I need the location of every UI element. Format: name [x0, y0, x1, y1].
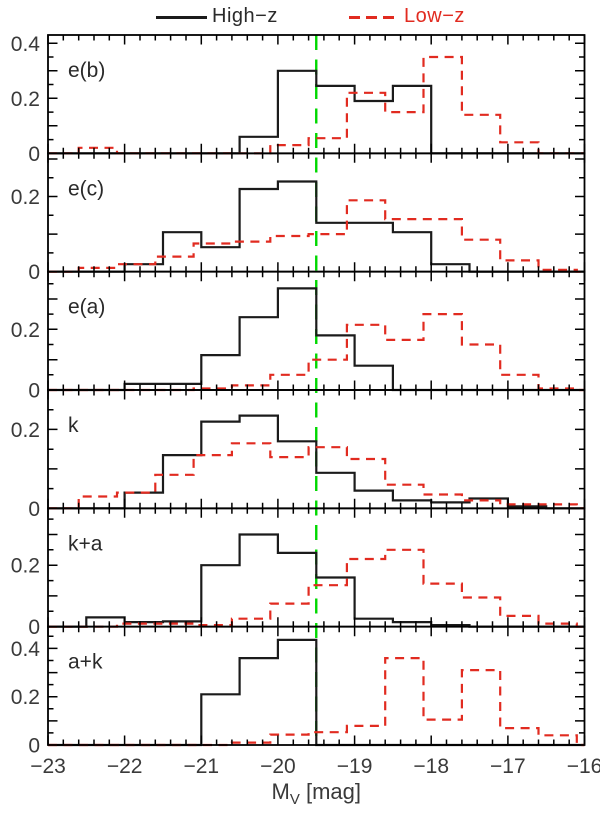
legend: High−z Low−z [0, 0, 600, 34]
x-tick-label: −19 [337, 755, 373, 778]
panel-ticks [47, 626, 586, 745]
y-tick-label: 0 [28, 261, 40, 284]
panel-label: k [68, 414, 79, 437]
panel-ticks [47, 271, 586, 390]
panel-label: e(b) [68, 59, 105, 82]
x-tick-label: −22 [107, 755, 143, 778]
y-tick-label: 0 [28, 380, 40, 403]
y-tick-label: 0 [28, 143, 40, 166]
y-tick-label: 0.2 [11, 555, 40, 578]
panel-ticks [47, 153, 586, 272]
low-z-histogram [48, 199, 585, 273]
y-tick-label: 0.2 [11, 88, 40, 111]
y-tick-label: 0.2 [11, 186, 40, 209]
low-z-histogram [48, 442, 585, 510]
y-tick-label: 0 [28, 498, 40, 521]
y-tick-label: 0 [28, 616, 40, 639]
y-tick-label: 0.2 [11, 319, 40, 342]
high-z-histogram [48, 287, 585, 392]
x-tick-label: −23 [30, 755, 66, 778]
y-tick-label: 0 [28, 735, 40, 758]
high-z-histogram [48, 414, 585, 510]
legend-label-high-z: High−z [212, 5, 278, 27]
low-z-histogram [48, 657, 585, 747]
y-tick-label: 0.4 [11, 33, 41, 56]
x-tick-label: −17 [490, 755, 526, 778]
low-z-histogram [48, 548, 585, 628]
high-z-histogram [48, 638, 585, 747]
panel-border [47, 625, 586, 746]
y-tick-label: 0.2 [11, 419, 40, 442]
x-tick-label: −18 [413, 755, 449, 778]
x-axis-title: MV [mag] [272, 779, 361, 808]
y-tick-label: 0.2 [11, 686, 40, 709]
panel-ticks [47, 390, 586, 509]
legend-label-low-z: Low−z [404, 5, 465, 27]
high-z-histogram [48, 180, 585, 273]
panel-label: a+k [68, 651, 103, 674]
high-z-histogram [48, 69, 585, 155]
low-z-histogram [48, 55, 585, 155]
high-z-line-sample [156, 16, 207, 19]
y-tick-label: 0.4 [11, 638, 41, 661]
low-z-line-sample [349, 16, 400, 19]
panel-ticks [47, 35, 586, 154]
panel-label: e(a) [68, 296, 105, 319]
x-tick-label: −21 [183, 755, 219, 778]
x-tick-label: −20 [260, 755, 296, 778]
x-tick-label: −16 [567, 755, 600, 778]
panel-label: k+a [68, 532, 103, 555]
panel-label: e(c) [68, 177, 104, 200]
panel-ticks [47, 508, 586, 627]
